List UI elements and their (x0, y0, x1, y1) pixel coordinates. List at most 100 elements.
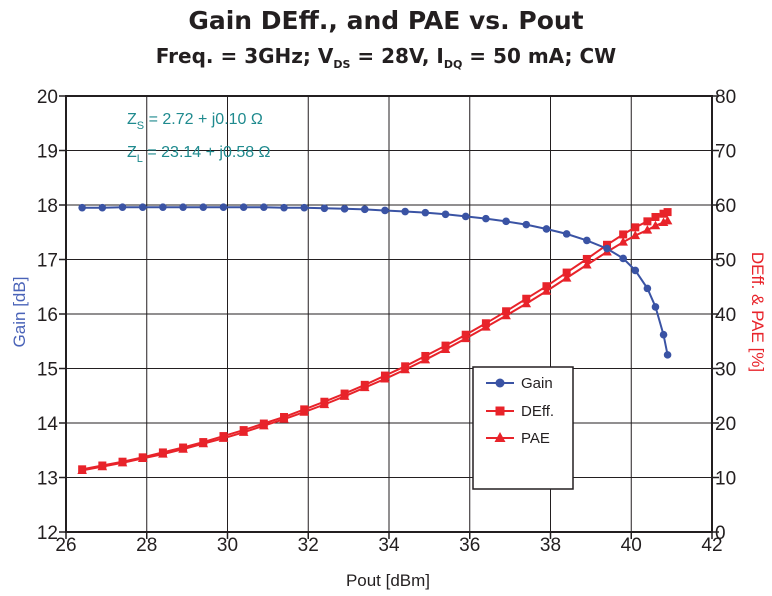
x-tick-label: 36 (459, 535, 480, 556)
deff-point (522, 294, 531, 303)
x-tick-label: 42 (701, 535, 722, 556)
series-deff (78, 208, 672, 474)
y-right-tick-label: 50 (715, 251, 736, 272)
gain-point (651, 303, 660, 311)
y-axis-right-label: DEff. & PAE [%] (748, 252, 767, 372)
gain-point (482, 214, 490, 223)
x-tick-label: 28 (136, 535, 157, 556)
zs-subscript: S (137, 120, 144, 132)
gain-point (219, 203, 228, 211)
deff-point (643, 217, 652, 226)
y-right-tick-label: 20 (715, 414, 736, 435)
subtitle-vds-value: = 28V, (350, 44, 437, 68)
pae-point (662, 215, 673, 225)
pae-point (541, 286, 552, 295)
subtitle-freq: Freq. = 3GHz; (155, 44, 318, 68)
deff-point (659, 209, 668, 218)
deff-point (603, 240, 612, 249)
deff-point (562, 268, 571, 277)
deff-point (219, 432, 228, 441)
legend-item-deff: DEff. (486, 403, 554, 420)
deff-point (199, 438, 208, 447)
deff-point (158, 448, 167, 457)
legend-gain-marker (495, 378, 505, 388)
deff-point (380, 371, 389, 380)
y-left-tick-label: 12 (37, 523, 58, 544)
deff-point (179, 443, 188, 452)
y-left-tick-label: 17 (37, 251, 58, 272)
pae-point (561, 273, 572, 282)
pae-point (582, 259, 592, 269)
legend-item-pae: PAE (486, 430, 550, 447)
y-right-tick-label: 30 (715, 360, 736, 381)
subtitle-idq-value: = 50 mA; CW (462, 44, 617, 68)
gain-point (360, 205, 369, 214)
legend-deff-label: DEff. (521, 403, 554, 420)
series-gain (78, 203, 672, 359)
legend-gain-label: Gain (521, 375, 553, 392)
gain-point (562, 230, 571, 238)
deff-point (360, 380, 369, 389)
deff-point (651, 212, 660, 221)
chart-subtitle: Freq. = 3GHz; VDS = 28V, IDQ = 50 mA; CW (0, 44, 772, 71)
gain-point (502, 217, 510, 226)
gain-point (199, 203, 208, 211)
gain-point (320, 204, 329, 213)
svg-text:ZS = 2.72 + j0.10 Ω: ZS = 2.72 + j0.10 Ω (127, 111, 263, 132)
zs-symbol: Z (127, 111, 137, 128)
gain-point (340, 205, 349, 213)
gain-point (659, 330, 668, 339)
deff-point (401, 362, 410, 371)
zl-symbol: Z (127, 144, 137, 161)
y-right-tick-label: 70 (715, 142, 736, 163)
x-tick-label: 40 (621, 535, 642, 556)
y-left-tick-label: 15 (37, 360, 58, 381)
series-layer (77, 203, 673, 475)
gain-point (663, 351, 672, 359)
deff-point (461, 330, 470, 339)
deff-point (619, 230, 628, 239)
gain-point (179, 203, 187, 211)
gain-point (381, 206, 389, 215)
chart-title: Gain DEff., and PAE vs. Pout (188, 6, 584, 35)
deff-point (78, 465, 87, 474)
gain-point (619, 254, 627, 263)
svg-text:ZL = 23.14 + j0.58 Ω: ZL = 23.14 + j0.58 Ω (127, 144, 271, 165)
deff-point (631, 223, 640, 232)
zl-value: = 23.14 + j0.58 Ω (143, 144, 271, 161)
deff-point (280, 413, 289, 422)
x-tick-label: 34 (378, 535, 400, 556)
deff-point (481, 319, 490, 328)
legend-box (472, 366, 574, 490)
y-right-tick-label: 0 (715, 523, 726, 544)
pae-point (618, 237, 628, 246)
pae-point (630, 230, 641, 240)
legend-item-gain: Gain (486, 375, 553, 392)
subtitle-idq-sub: DQ (443, 58, 463, 71)
gain-point (583, 236, 591, 245)
gain-point (643, 284, 652, 293)
pae-point (642, 225, 653, 234)
deff-point (663, 208, 672, 217)
tick-labels: 26 28 30 32 34 36 38 40 42 12 13 14 15 16 17 18 19 20 0 10 2… (37, 87, 736, 556)
axes (59, 95, 719, 539)
impedance-annotation-zs: ZS = 2.72 + j0.10 Ω (127, 111, 263, 132)
gain-point (441, 210, 450, 219)
y-left-tick-label: 19 (37, 142, 58, 163)
deff-point (300, 405, 309, 414)
deff-point (239, 426, 248, 435)
y-left-tick-label: 14 (37, 414, 59, 435)
deff-point (582, 254, 591, 263)
deff-point (320, 397, 329, 406)
gain-point (138, 203, 147, 211)
y-right-tick-label: 10 (715, 469, 736, 490)
deff-point (138, 453, 147, 462)
y-left-tick-label: 18 (37, 196, 58, 217)
grid (66, 96, 712, 532)
x-tick-label: 30 (217, 535, 238, 556)
x-axis-label: Pout [dBm] (346, 571, 430, 590)
gain-point (542, 225, 551, 233)
gain-point (239, 203, 248, 211)
subtitle-idq: I (436, 44, 444, 68)
